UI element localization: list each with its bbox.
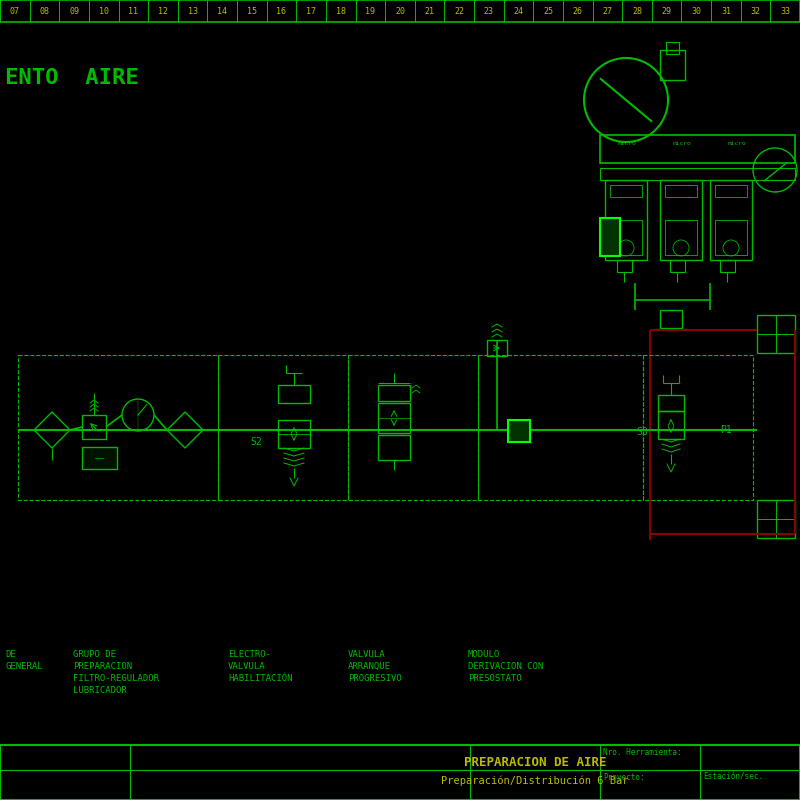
Bar	[82, 447, 117, 469]
Bar	[658, 411, 684, 439]
Text: P1: P1	[720, 425, 732, 435]
Text: micro: micro	[673, 141, 692, 146]
Bar	[757, 500, 795, 538]
Bar	[600, 135, 795, 163]
Text: 29: 29	[662, 6, 672, 15]
Text: micro: micro	[618, 141, 637, 146]
Text: 31: 31	[721, 6, 731, 15]
Text: LUBRICADOR: LUBRICADOR	[73, 686, 126, 695]
Bar	[508, 420, 530, 442]
Text: 21: 21	[425, 6, 434, 15]
Bar	[666, 42, 679, 54]
Bar	[670, 260, 685, 272]
Bar	[378, 435, 410, 460]
Text: PRESOSTATO: PRESOSTATO	[468, 674, 522, 683]
Bar	[600, 218, 620, 256]
Bar	[617, 260, 632, 272]
Text: 33: 33	[780, 6, 790, 15]
Text: 07: 07	[10, 6, 20, 15]
Text: 18: 18	[336, 6, 346, 15]
Bar	[710, 180, 752, 260]
Bar	[610, 185, 642, 197]
Text: 14: 14	[218, 6, 227, 15]
Text: 10: 10	[98, 6, 109, 15]
Text: 20: 20	[395, 6, 405, 15]
Text: DERIVACION CON: DERIVACION CON	[468, 662, 543, 671]
Bar	[0, 0, 800, 22]
Text: 27: 27	[602, 6, 613, 15]
Text: 30: 30	[691, 6, 702, 15]
Text: 09: 09	[69, 6, 79, 15]
Bar	[660, 50, 685, 80]
Text: Proyecto:: Proyecto:	[603, 773, 645, 782]
Text: 24: 24	[514, 6, 523, 15]
Text: GRUPO DE: GRUPO DE	[73, 650, 116, 659]
Bar	[378, 403, 410, 433]
Text: FILTRO-REGULADOR: FILTRO-REGULADOR	[73, 674, 159, 683]
Bar	[660, 180, 702, 260]
Bar	[82, 415, 106, 439]
Bar	[605, 180, 647, 260]
Bar	[487, 340, 507, 356]
Bar	[665, 185, 697, 197]
Bar	[643, 355, 753, 500]
Bar	[610, 220, 642, 255]
Bar	[218, 355, 348, 500]
Text: 23: 23	[484, 6, 494, 15]
Text: ENTO  AIRE: ENTO AIRE	[5, 68, 138, 88]
Text: PREPARACION: PREPARACION	[73, 662, 132, 671]
Text: 16: 16	[277, 6, 286, 15]
Text: S3: S3	[636, 427, 648, 437]
Bar	[720, 260, 735, 272]
Text: 15: 15	[247, 6, 257, 15]
Text: Estación/sec.: Estación/sec.	[703, 773, 763, 782]
Bar	[715, 220, 747, 255]
Text: GENERAL: GENERAL	[5, 662, 42, 671]
Bar	[378, 385, 410, 401]
Text: 25: 25	[543, 6, 553, 15]
Text: MODULO: MODULO	[468, 650, 500, 659]
Bar	[658, 395, 684, 411]
Bar	[478, 355, 643, 500]
Text: VALVULA: VALVULA	[348, 650, 386, 659]
Text: VALVULA: VALVULA	[228, 662, 266, 671]
Text: PREPARACION DE AIRE: PREPARACION DE AIRE	[464, 756, 606, 769]
Text: ARRANQUE: ARRANQUE	[348, 662, 391, 671]
Text: 28: 28	[632, 6, 642, 15]
Bar	[18, 355, 218, 500]
Text: HABILITACIÓN: HABILITACIÓN	[228, 674, 293, 683]
Text: micro: micro	[728, 141, 746, 146]
Text: Preparación/Distribución 6 Bar: Preparación/Distribución 6 Bar	[442, 775, 629, 786]
Text: 12: 12	[158, 6, 168, 15]
Text: 26: 26	[573, 6, 582, 15]
Text: 22: 22	[454, 6, 464, 15]
Bar	[278, 420, 310, 448]
Text: 17: 17	[306, 6, 316, 15]
Bar	[348, 355, 478, 500]
Text: ELECTRO-: ELECTRO-	[228, 650, 271, 659]
Bar	[660, 310, 682, 328]
Bar	[665, 220, 697, 255]
Text: 32: 32	[750, 6, 761, 15]
Bar	[757, 315, 795, 353]
Bar	[715, 185, 747, 197]
Text: DE: DE	[5, 650, 16, 659]
Text: 19: 19	[366, 6, 375, 15]
Text: PROGRESIVO: PROGRESIVO	[348, 674, 402, 683]
Text: 11: 11	[128, 6, 138, 15]
Bar	[600, 168, 795, 180]
Text: 13: 13	[187, 6, 198, 15]
Text: S2: S2	[250, 437, 262, 447]
Text: 08: 08	[39, 6, 50, 15]
Bar	[0, 745, 800, 800]
Bar	[278, 385, 310, 403]
Text: Nro. Herramienta:: Nro. Herramienta:	[603, 748, 682, 757]
